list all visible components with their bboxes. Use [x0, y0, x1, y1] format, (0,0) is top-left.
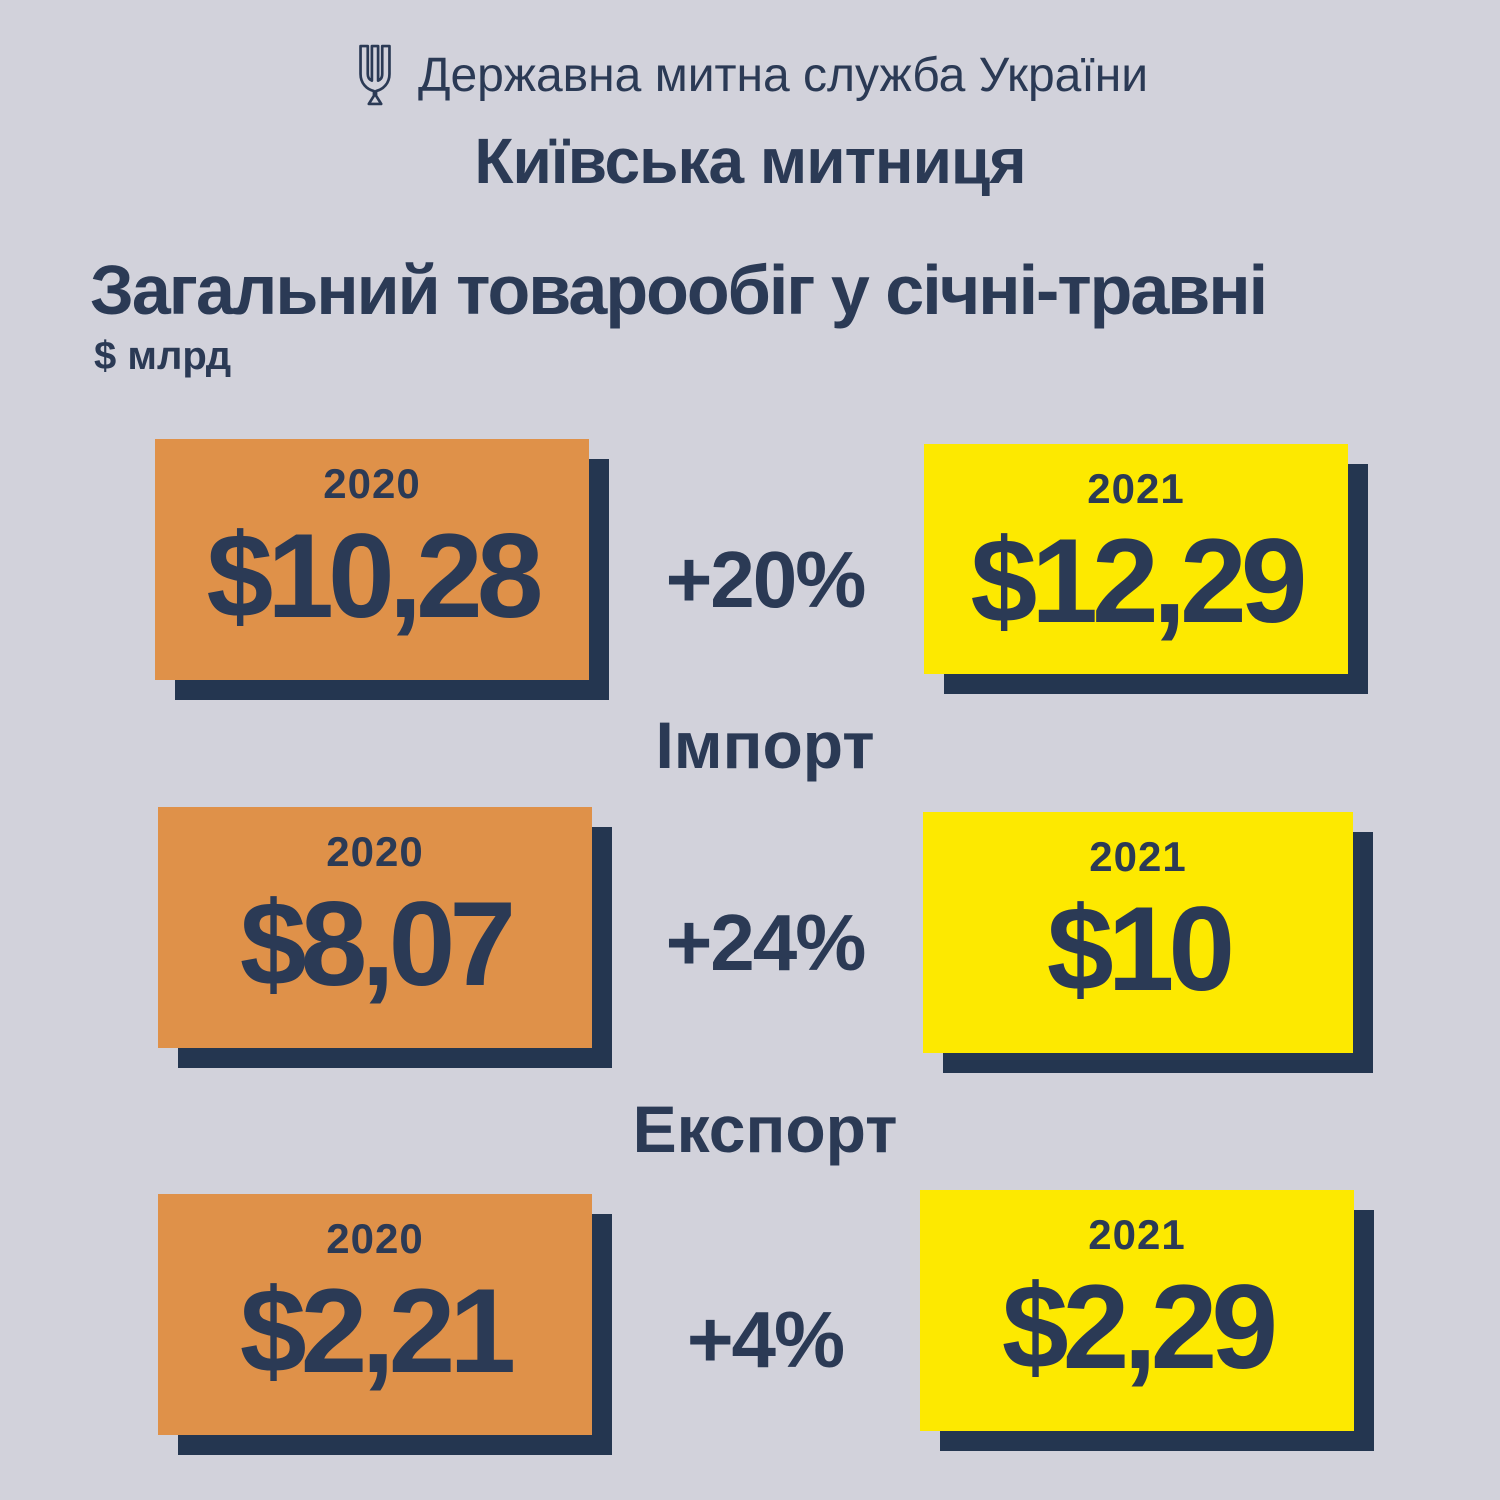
card-export-2020: 2020 $2,21 — [158, 1194, 592, 1435]
year-label: 2020 — [326, 1215, 424, 1262]
value-total-2020: $10,28 — [206, 509, 543, 643]
change-export: +4% — [686, 1295, 845, 1384]
value-import-2020: $8,07 — [239, 877, 516, 1011]
header: Державна митна служба України — [0, 44, 1500, 106]
value-export-2020: $2,21 — [239, 1264, 516, 1398]
change-import: +24% — [665, 898, 867, 987]
year-label: 2021 — [1087, 465, 1185, 512]
org-name: Державна митна служба України — [417, 48, 1149, 102]
value-export-2021: $2,29 — [1001, 1260, 1278, 1394]
ukraine-trident-icon — [352, 44, 398, 106]
card-import-2020: 2020 $8,07 — [158, 807, 592, 1048]
card-total-2021: 2021 $12,29 — [924, 444, 1348, 674]
year-label: 2021 — [1088, 1211, 1186, 1258]
year-label: 2021 — [1089, 833, 1187, 880]
card-total-2020: 2020 $10,28 — [155, 439, 589, 680]
unit-label: $ млрд — [94, 334, 232, 378]
value-total-2021: $12,29 — [970, 514, 1307, 648]
year-label: 2020 — [326, 828, 424, 875]
change-total: +20% — [665, 535, 867, 624]
section-label-import: Імпорт — [655, 708, 875, 782]
value-import-2021: $10 — [1046, 882, 1235, 1016]
card-import-2021: 2021 $10 — [923, 812, 1353, 1053]
year-label: 2020 — [323, 460, 421, 507]
office-name: Київська митниця — [474, 125, 1026, 197]
section-label-export: Експорт — [632, 1092, 898, 1166]
page-title: Загальний товарообіг у січні-травні — [90, 251, 1268, 329]
card-export-2021: 2021 $2,29 — [920, 1190, 1354, 1431]
